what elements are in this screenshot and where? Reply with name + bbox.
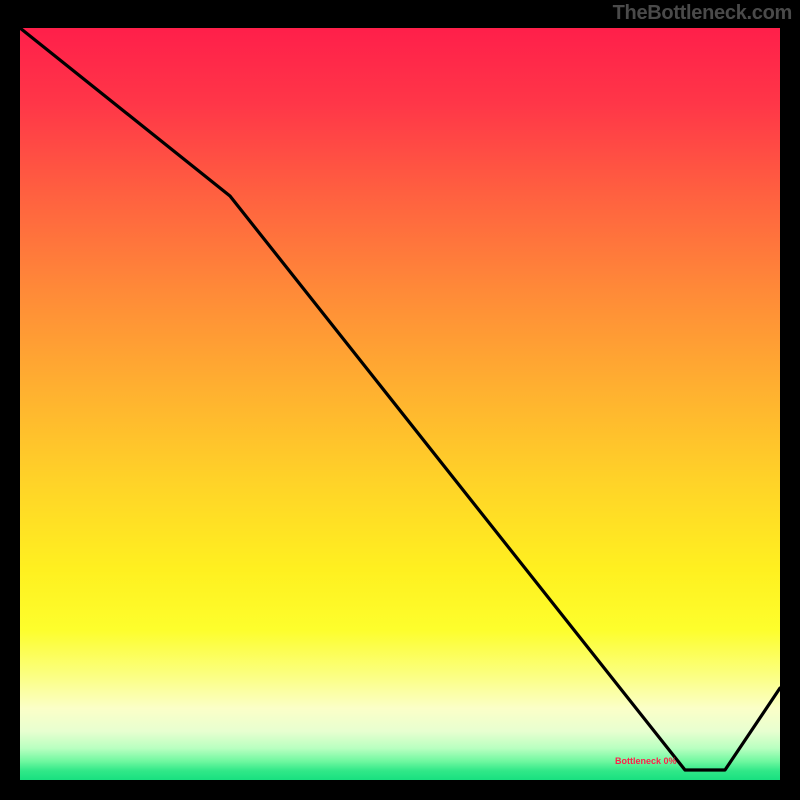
zero-bottleneck-label: Bottleneck 0% <box>615 756 677 766</box>
plot-area: Bottleneck 0% <box>20 28 780 780</box>
bottleneck-curve <box>20 28 780 780</box>
attribution-text: TheBottleneck.com <box>613 2 792 25</box>
chart-container: { "attribution": { "text": "TheBottlenec… <box>0 0 800 800</box>
